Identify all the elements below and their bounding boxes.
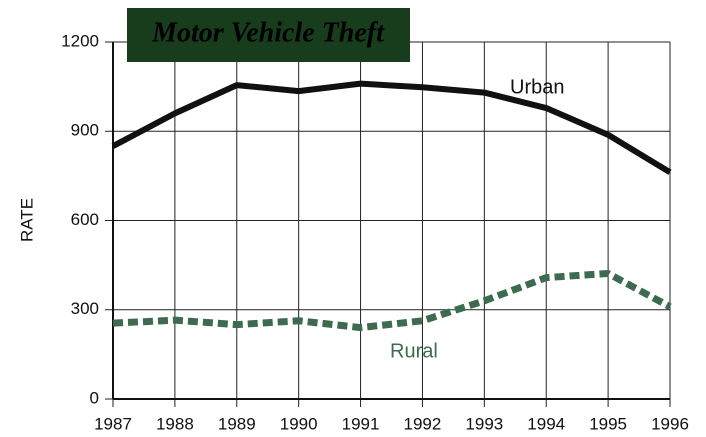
x-tick-label: 1995 (589, 414, 627, 433)
series-label: Urban (510, 76, 564, 98)
series-label: Rural (390, 340, 438, 362)
y-axis-label: RATE (17, 198, 36, 242)
title-box (127, 8, 410, 62)
x-tick-label: 1990 (280, 414, 318, 433)
y-tick-label: 600 (71, 210, 99, 229)
x-tick-label: 1987 (94, 414, 132, 433)
x-tick-label: 1992 (404, 414, 442, 433)
x-tick-label: 1996 (651, 414, 689, 433)
y-tick-label: 300 (71, 299, 99, 318)
x-tick-label: 1994 (527, 414, 565, 433)
y-tick-label: 0 (90, 388, 99, 407)
x-tick-label: 1989 (218, 414, 256, 433)
y-tick-label: 1200 (61, 31, 99, 50)
x-tick-label: 1991 (342, 414, 380, 433)
series-line (111, 80, 672, 175)
y-tick-label: 900 (71, 121, 99, 140)
x-tick-label: 1993 (465, 414, 503, 433)
series-line (112, 269, 672, 332)
chart-title: Motor Vehicle Theft (151, 17, 385, 48)
x-tick-label: 1988 (156, 414, 194, 433)
